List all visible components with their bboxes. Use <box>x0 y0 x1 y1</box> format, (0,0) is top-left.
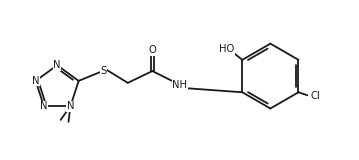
Text: N: N <box>53 60 61 70</box>
Text: N: N <box>32 76 39 86</box>
Text: NH: NH <box>172 80 187 90</box>
Text: N: N <box>40 101 48 111</box>
Text: O: O <box>149 45 156 55</box>
Text: S: S <box>100 66 106 76</box>
Text: HO: HO <box>219 44 234 54</box>
Text: N: N <box>67 101 74 111</box>
Text: Cl: Cl <box>310 91 320 101</box>
